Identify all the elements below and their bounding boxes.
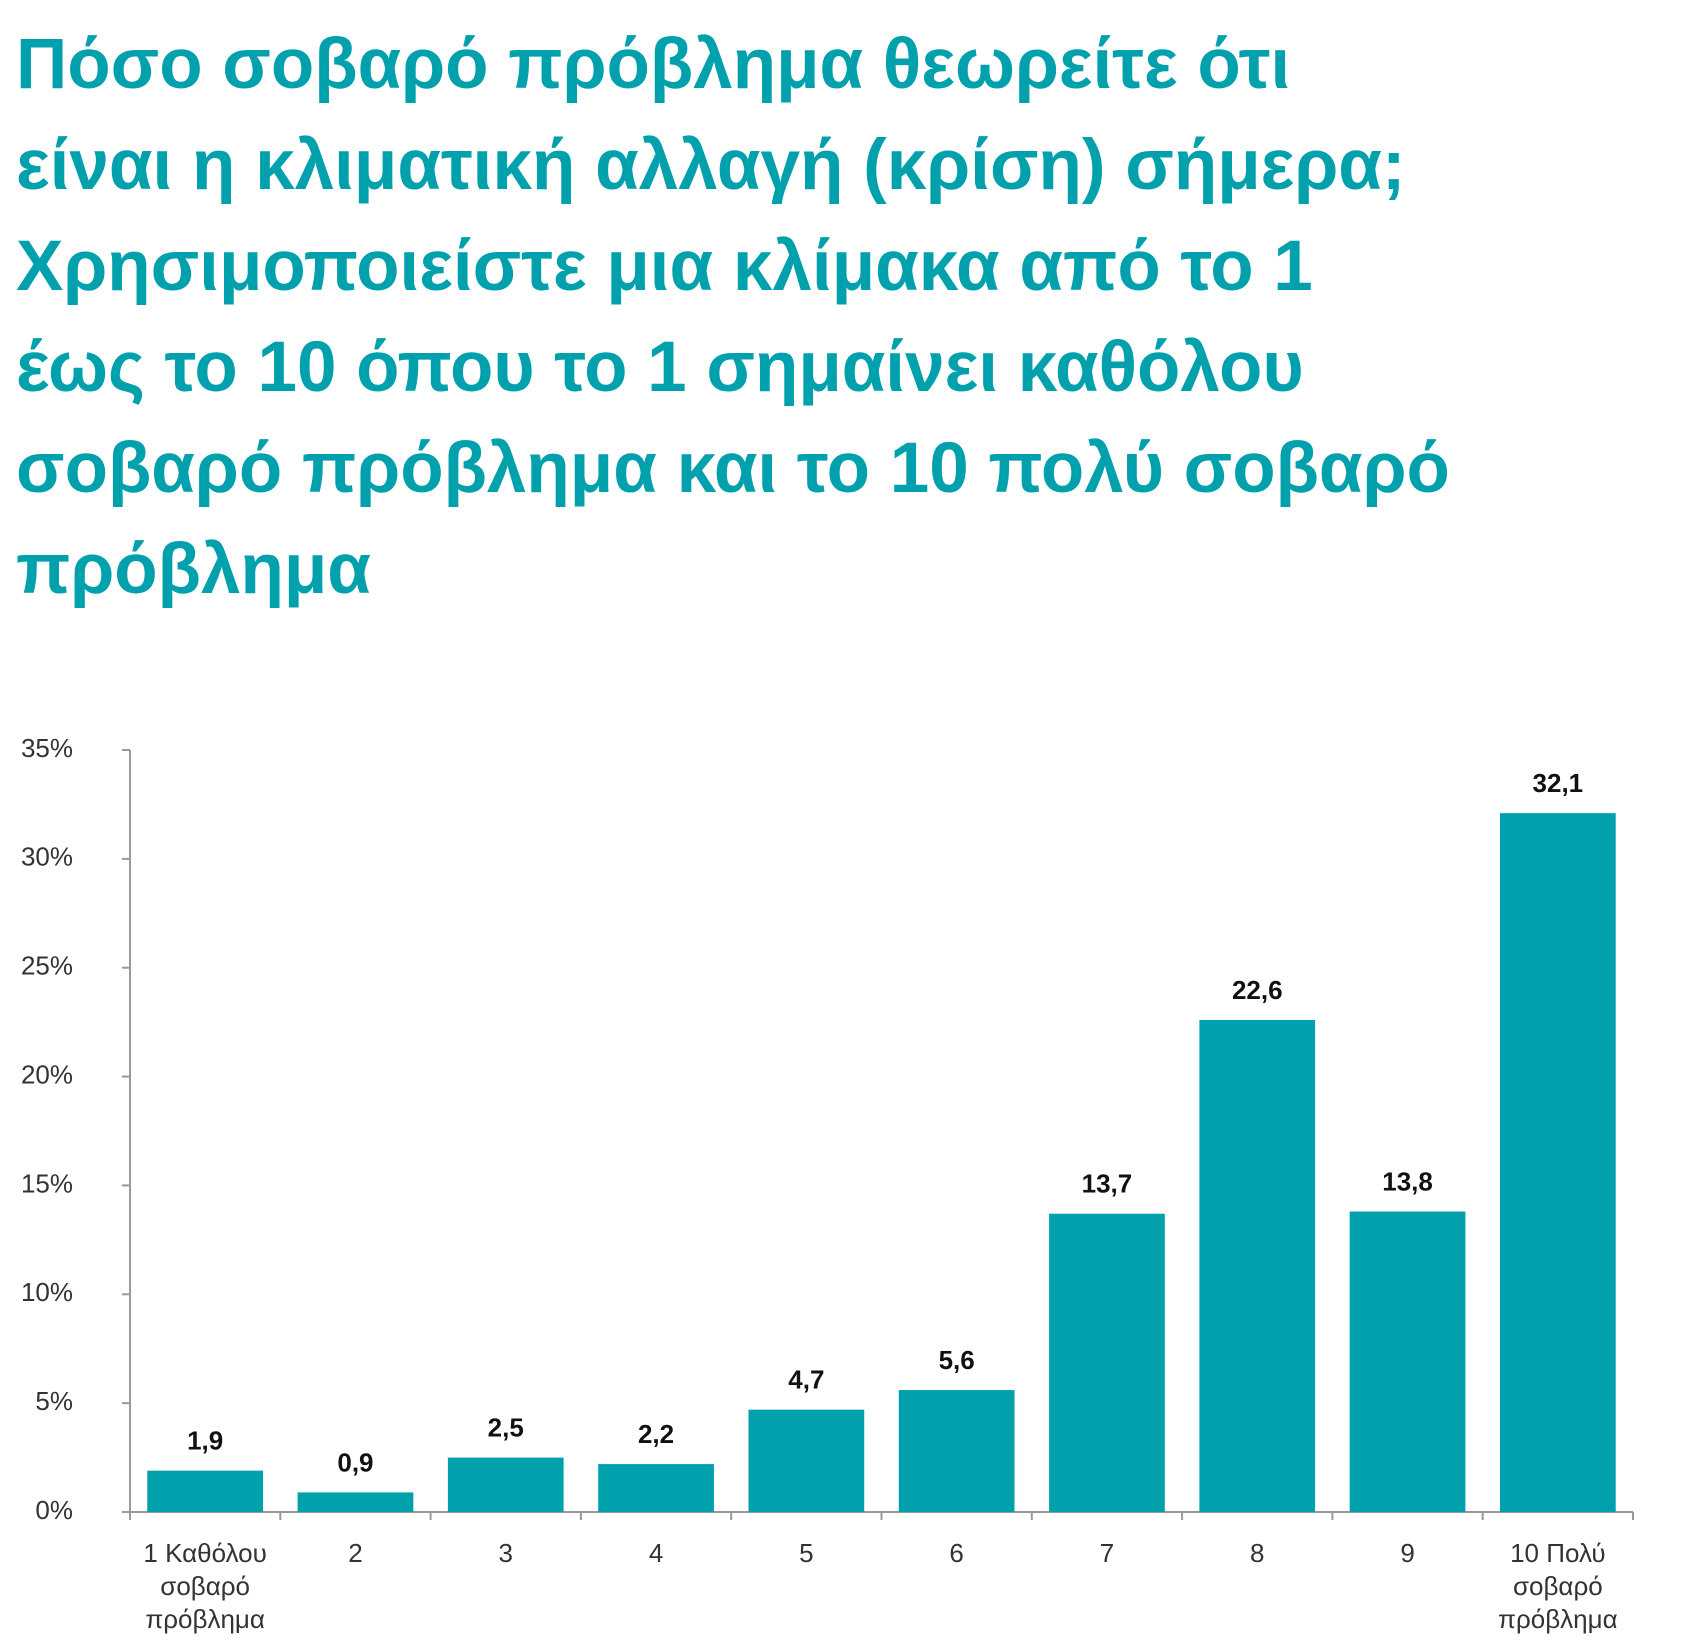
data-label: 4,7 [788, 1365, 824, 1395]
y-tick-label: 5% [35, 1386, 73, 1416]
bar [1049, 1213, 1165, 1512]
x-tick-label: 9 [1400, 1538, 1415, 1568]
y-tick-label: 15% [21, 1168, 73, 1198]
bar [1499, 813, 1616, 1512]
x-tick-label: 5 [799, 1538, 814, 1568]
data-label: 2,2 [638, 1419, 674, 1449]
y-tick-label: 35% [21, 733, 73, 763]
bar [147, 1470, 264, 1512]
chart-title: Πόσο σοβαρό πρόβλημα θεωρείτε ότι είναι … [16, 25, 1450, 609]
data-label: 13,8 [1382, 1166, 1433, 1196]
data-label: 22,6 [1232, 975, 1283, 1005]
data-label: 5,6 [939, 1345, 975, 1375]
bar [1349, 1211, 1466, 1512]
x-tick-label: 7 [1099, 1538, 1115, 1568]
x-tick-label: 6 [949, 1538, 964, 1568]
y-tick-label: 0% [35, 1495, 73, 1525]
x-tick-label: 1 Καθόλου σοβαρό πρόβλημα [143, 1538, 267, 1634]
y-tick-label: 25% [21, 951, 73, 981]
bar [598, 1464, 714, 1512]
y-tick-label: 10% [21, 1277, 73, 1307]
x-tick-label: 8 [1250, 1538, 1265, 1568]
bar [447, 1457, 564, 1512]
data-label: 2,5 [488, 1412, 524, 1442]
data-label: 1,9 [187, 1426, 223, 1456]
bar [1199, 1019, 1316, 1512]
x-tick-label: 10 Πολύ σοβαρό πρόβλημα [1498, 1538, 1618, 1634]
bar [898, 1390, 1015, 1512]
bar [297, 1492, 414, 1512]
data-label: 32,1 [1533, 768, 1584, 798]
data-label: 0,9 [337, 1447, 373, 1477]
y-tick-label: 30% [21, 842, 73, 872]
data-label: 13,7 [1082, 1169, 1133, 1199]
x-tick-label: 2 [348, 1538, 363, 1568]
x-tick-label: 3 [498, 1538, 513, 1568]
y-tick-label: 20% [21, 1059, 73, 1089]
bar [748, 1409, 865, 1512]
x-tick-label: 4 [648, 1538, 664, 1568]
